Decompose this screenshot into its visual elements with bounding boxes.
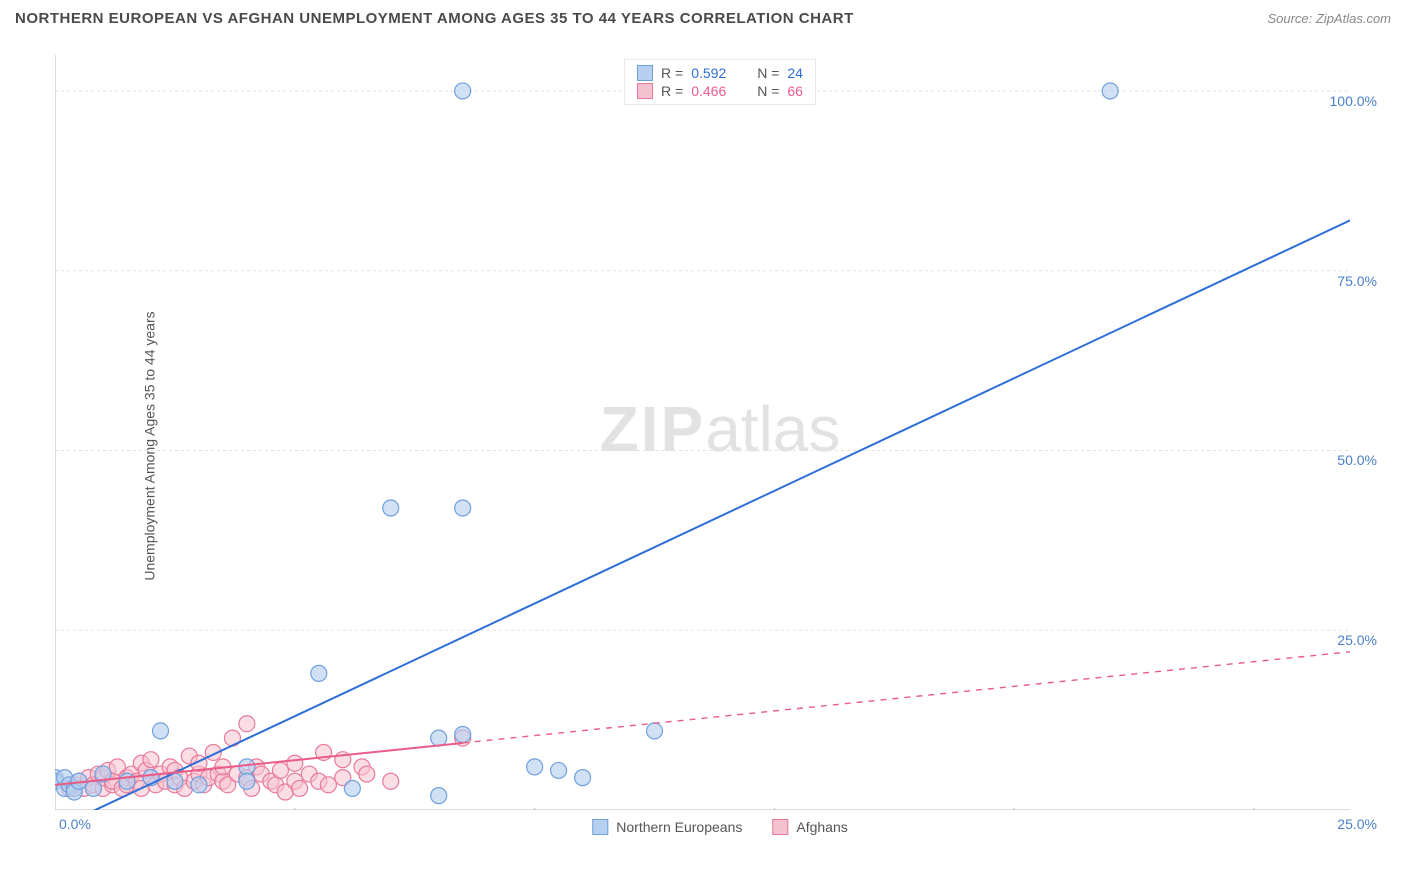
scatter-plot	[55, 55, 1350, 810]
legend-swatch	[592, 819, 608, 835]
legend-swatch	[637, 65, 653, 81]
y-tick-label: 75.0%	[1337, 273, 1377, 289]
y-tick-label: 100.0%	[1330, 93, 1377, 109]
n-value: 24	[787, 65, 803, 81]
y-tick-label: 50.0%	[1337, 452, 1377, 468]
chart-source: Source: ZipAtlas.com	[1267, 11, 1391, 26]
series-legend-item: Afghans	[772, 819, 847, 835]
series-legend-label: Northern Europeans	[616, 819, 742, 835]
legend-swatch	[772, 819, 788, 835]
corr-legend-row: R = 0.466 N = 66	[637, 82, 803, 100]
chart-header: NORTHERN EUROPEAN VS AFGHAN UNEMPLOYMENT…	[15, 10, 1391, 27]
r-value: 0.592	[691, 65, 739, 81]
r-label: R =	[661, 83, 683, 99]
chart-area: ZIPatlas R =0.592N =24R =0.466N =66 Nort…	[55, 55, 1385, 835]
x-tick-label: 25.0%	[1337, 816, 1377, 832]
correlation-legend: R = 0.592 N = 24 R = 0.466 N = 66	[624, 59, 816, 105]
series-legend: Northern Europeans Afghans	[592, 819, 847, 835]
n-value: 66	[787, 83, 803, 99]
y-tick-label: 25.0%	[1337, 632, 1377, 648]
r-value: 0.466	[691, 83, 739, 99]
chart-title: NORTHERN EUROPEAN VS AFGHAN UNEMPLOYMENT…	[15, 10, 854, 27]
x-tick-label: 0.0%	[59, 816, 91, 832]
n-label: N =	[757, 65, 779, 81]
corr-legend-row: R = 0.592 N = 24	[637, 64, 803, 82]
series-legend-label: Afghans	[796, 819, 847, 835]
legend-swatch	[637, 83, 653, 99]
series-legend-item: Northern Europeans	[592, 819, 742, 835]
n-label: N =	[757, 83, 779, 99]
r-label: R =	[661, 65, 683, 81]
